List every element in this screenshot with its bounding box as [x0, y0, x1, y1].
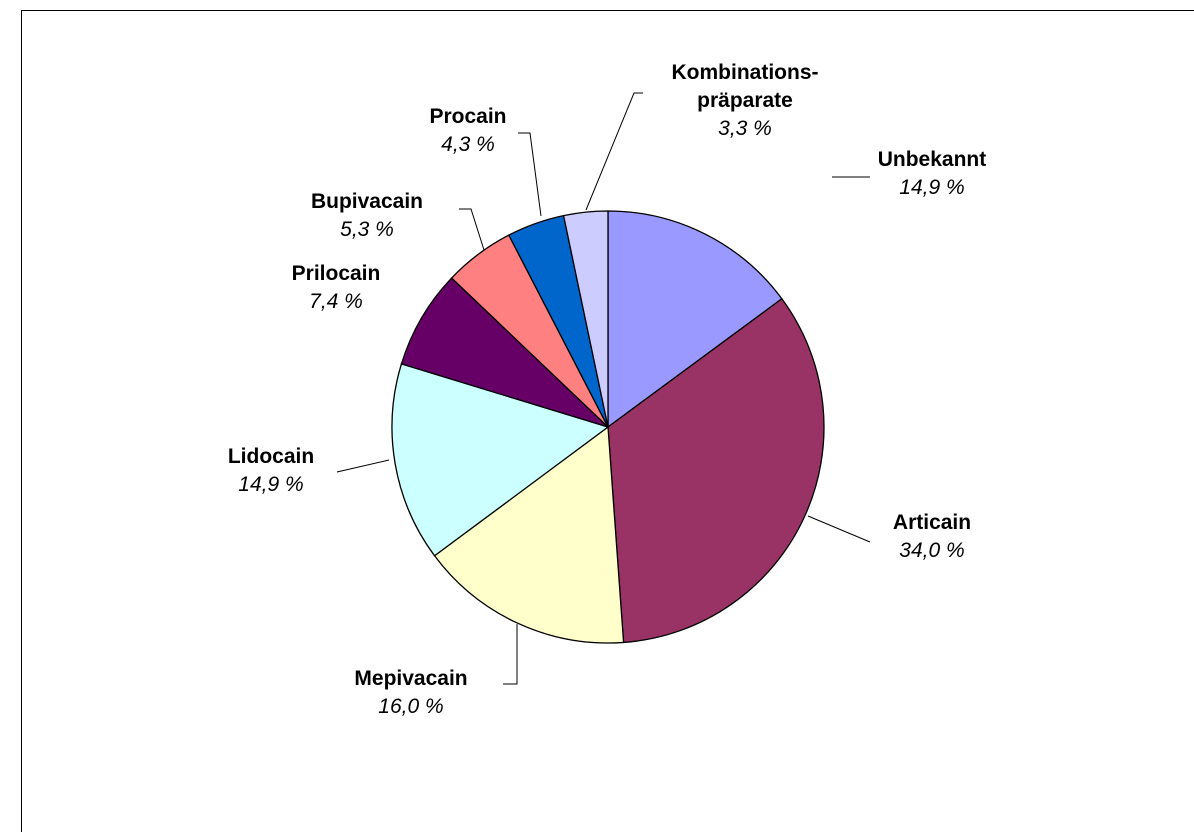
leader-line-mepivacain [503, 624, 518, 685]
pie-slice-mepivacain [433, 425, 625, 644]
chart-frame: Unbekannt 14,9 % Articain 34,0 % Mepivacain 1… [21, 10, 1194, 832]
slice-value-procain: 4,3 % [441, 133, 495, 156]
slice-value-unbekannt: 14,9 % [899, 176, 964, 199]
pie-slice-kombinations-präparate [562, 210, 609, 428]
slice-label-articain: Articain [893, 511, 971, 534]
slice-label-mepivacain: Mepivacain [354, 667, 467, 690]
leader-lines [336, 92, 871, 685]
slice-label-unbekannt: Unbekannt [878, 148, 987, 171]
slice-labels: Unbekannt 14,9 % Articain 34,0 % Mepivacain 1… [228, 61, 986, 718]
slice-label-kombinations-präparate-1: Kombinations- [672, 61, 819, 84]
slice-label-prilocain: Prilocain [292, 262, 381, 285]
leader-line-procain [518, 132, 542, 217]
slice-value-prilocain: 7,4 % [309, 290, 363, 313]
slice-value-articain: 34,0 % [899, 539, 964, 562]
slice-label-procain: Procain [429, 105, 506, 128]
slice-label-lidocain: Lidocain [228, 445, 314, 468]
pie-slices [391, 210, 825, 644]
leader-line-articain [807, 515, 871, 543]
pie-slice-articain [607, 297, 825, 644]
leader-line-kombinations-präparate [585, 92, 643, 211]
leader-line-lidocain [336, 459, 390, 473]
slice-value-mepivacain: 16,0 % [378, 695, 443, 718]
pie-slice-unbekannt [607, 210, 783, 429]
leader-line-bupivacain [459, 208, 485, 251]
slice-label-bupivacain: Bupivacain [311, 190, 423, 213]
slice-value-bupivacain: 5,3 % [340, 218, 394, 241]
pie-chart: Unbekannt 14,9 % Articain 34,0 % Mepivacain 1… [228, 61, 986, 718]
slice-value-kombinations-präparate: 3,3 % [718, 117, 772, 140]
slice-value-lidocain: 14,9 % [238, 473, 303, 496]
pie-slice-lidocain [391, 363, 610, 557]
slice-label-kombinations-präparate-2: präparate [697, 89, 793, 112]
pie-slice-prilocain [400, 277, 609, 428]
